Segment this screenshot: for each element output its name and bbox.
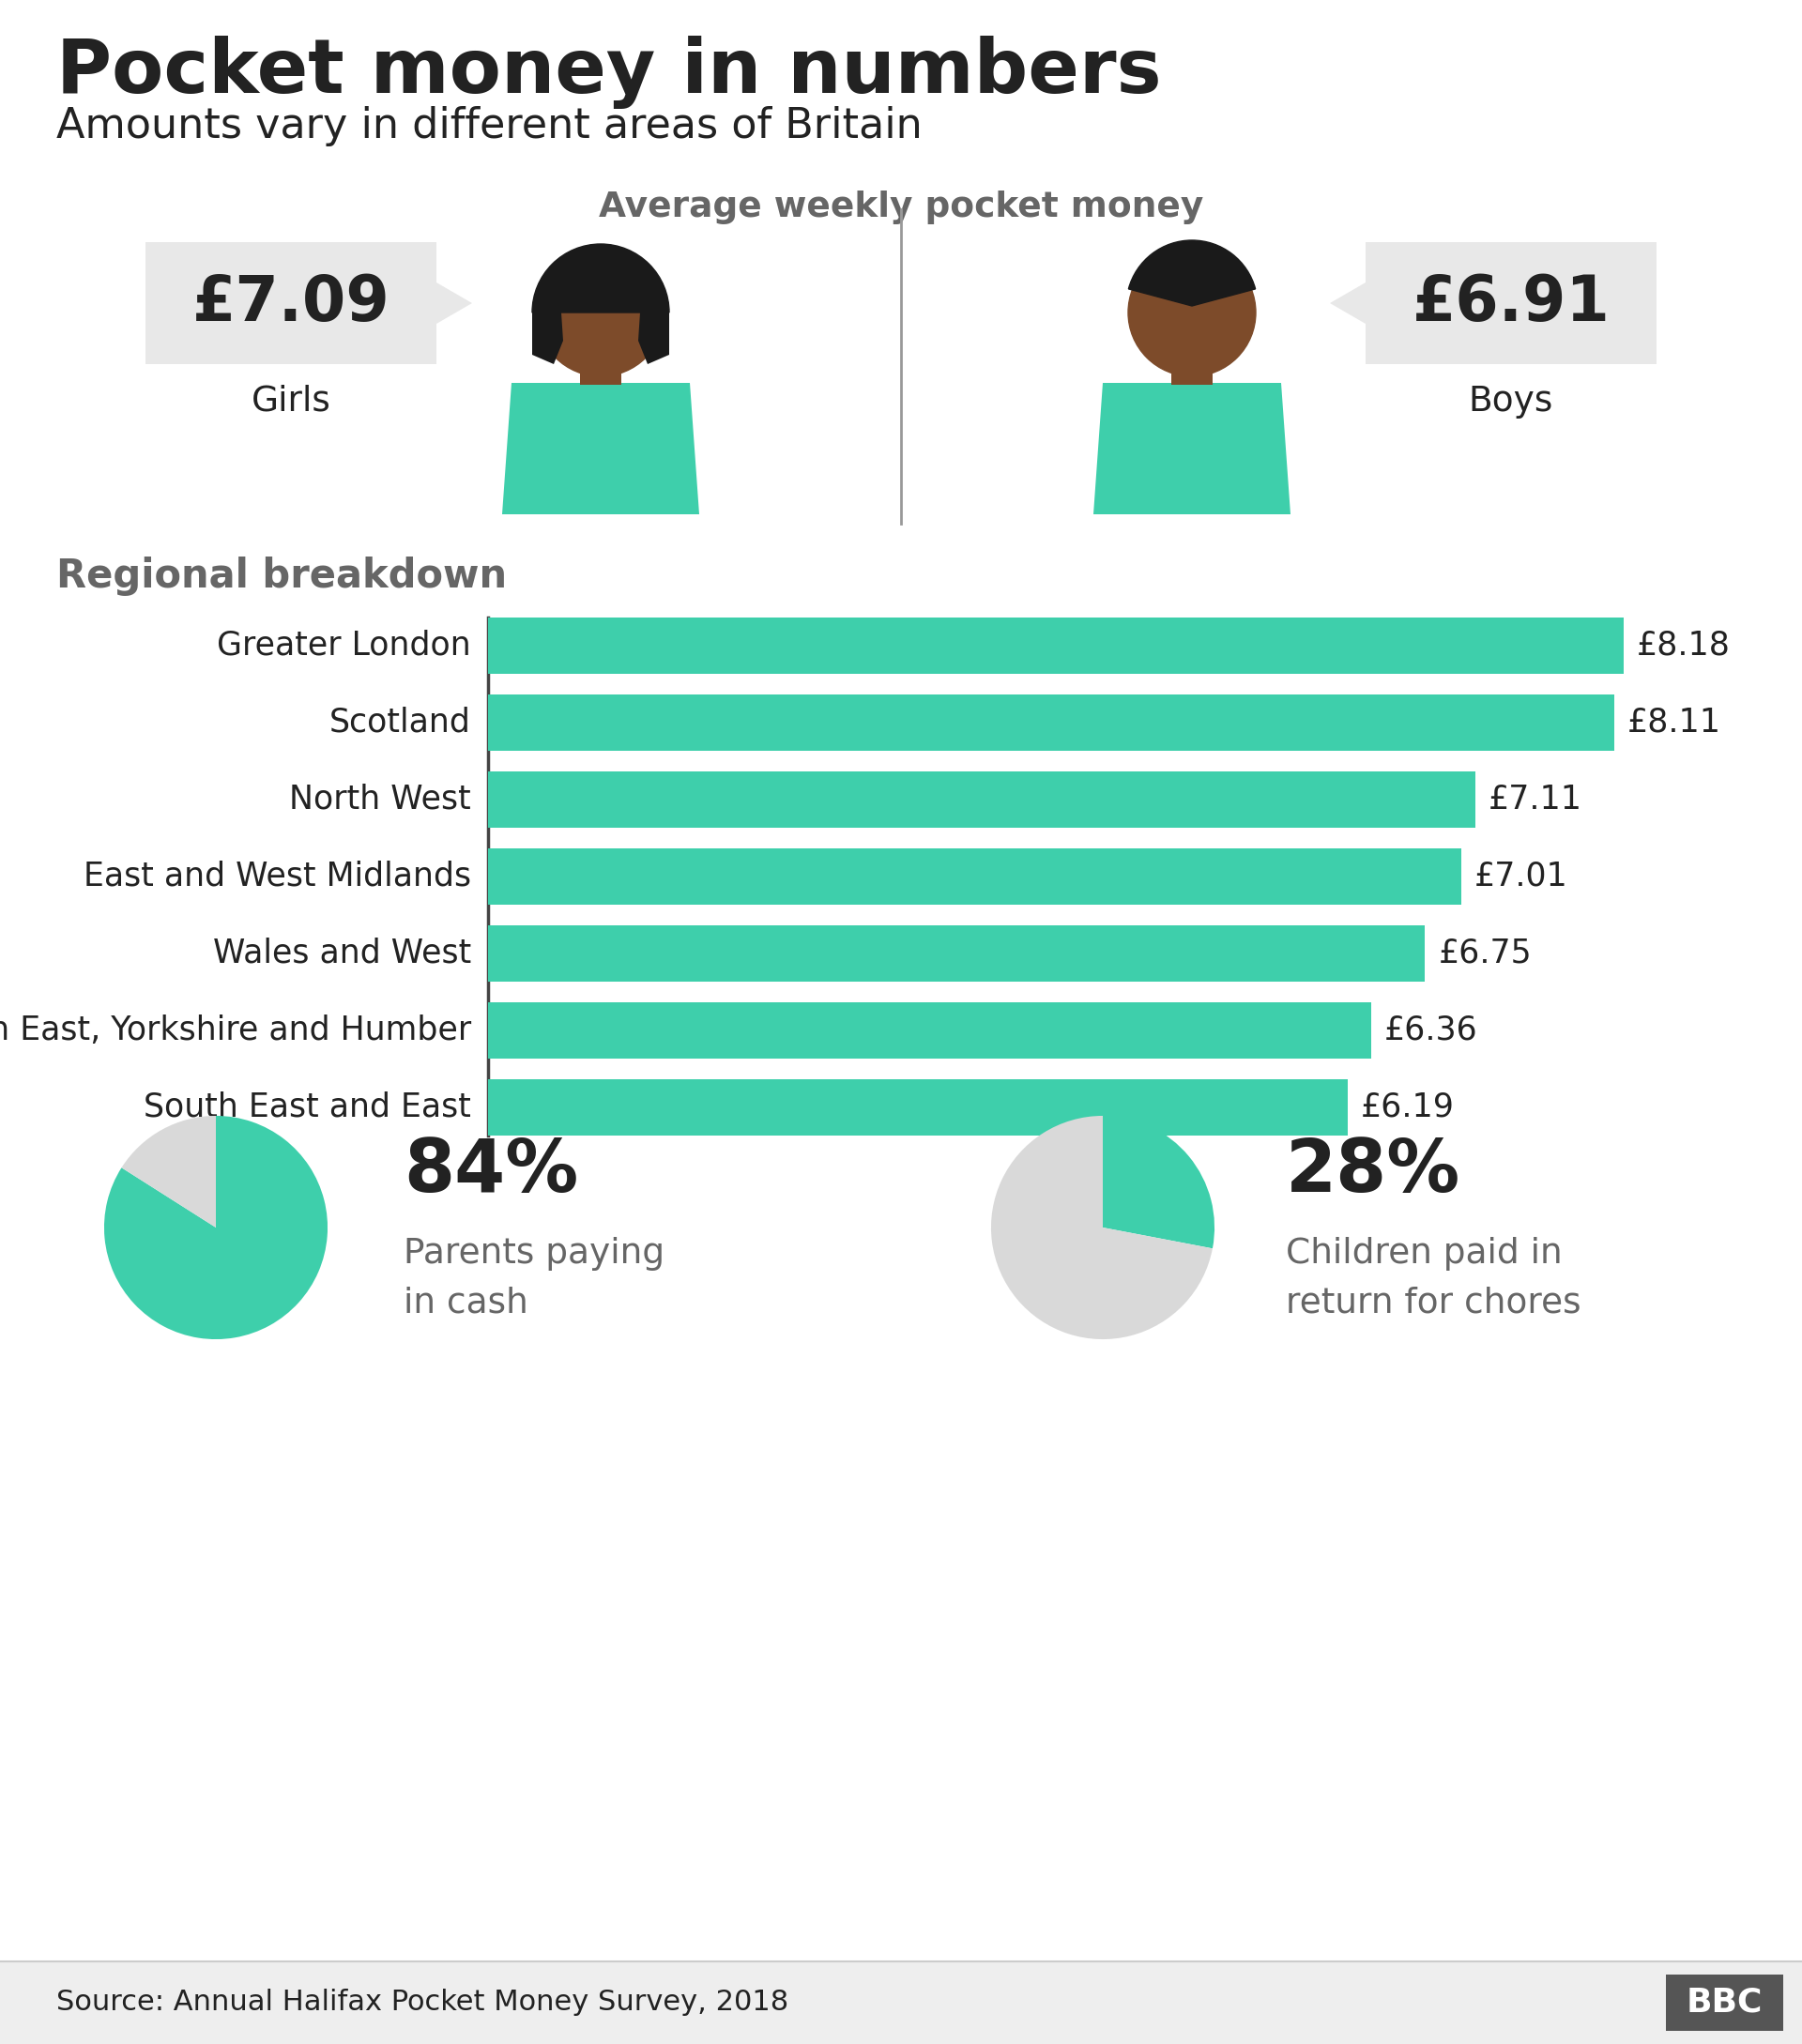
Wedge shape xyxy=(121,1116,216,1228)
Polygon shape xyxy=(1330,282,1366,323)
Wedge shape xyxy=(532,243,669,313)
Text: £6.19: £6.19 xyxy=(1361,1091,1454,1124)
Text: 28%: 28% xyxy=(1287,1136,1461,1206)
Text: North West: North West xyxy=(290,783,470,816)
Text: £6.75: £6.75 xyxy=(1438,938,1532,969)
Polygon shape xyxy=(503,382,699,515)
FancyBboxPatch shape xyxy=(1665,1975,1784,2032)
Text: Regional breakdown: Regional breakdown xyxy=(56,556,506,597)
Text: 84%: 84% xyxy=(404,1136,578,1206)
FancyBboxPatch shape xyxy=(488,695,1615,750)
FancyBboxPatch shape xyxy=(488,848,1461,905)
Text: Children paid in
return for chores: Children paid in return for chores xyxy=(1287,1237,1580,1320)
Wedge shape xyxy=(1128,241,1256,307)
Text: Source: Annual Halifax Pocket Money Survey, 2018: Source: Annual Halifax Pocket Money Surv… xyxy=(56,1989,789,2015)
Text: Scotland: Scotland xyxy=(330,707,470,738)
FancyBboxPatch shape xyxy=(1366,241,1656,364)
FancyBboxPatch shape xyxy=(488,1002,1371,1059)
FancyBboxPatch shape xyxy=(0,1962,1802,2044)
Text: Greater London: Greater London xyxy=(216,630,470,662)
Text: £8.18: £8.18 xyxy=(1636,630,1730,662)
Wedge shape xyxy=(991,1116,1213,1339)
Polygon shape xyxy=(436,282,472,323)
FancyBboxPatch shape xyxy=(488,617,1624,675)
Circle shape xyxy=(1128,249,1256,376)
Text: £7.01: £7.01 xyxy=(1474,861,1568,893)
Text: £6.36: £6.36 xyxy=(1384,1014,1478,1047)
Polygon shape xyxy=(638,313,669,364)
Text: Pocket money in numbers: Pocket money in numbers xyxy=(56,35,1162,108)
Text: BBC: BBC xyxy=(1687,1987,1762,2019)
Polygon shape xyxy=(532,313,562,364)
Text: Average weekly pocket money: Average weekly pocket money xyxy=(598,190,1204,225)
Polygon shape xyxy=(580,364,622,384)
Text: £7.09: £7.09 xyxy=(193,272,389,333)
Text: £7.11: £7.11 xyxy=(1488,783,1582,816)
Text: Wales and West: Wales and West xyxy=(213,938,470,969)
Text: South East and East: South East and East xyxy=(144,1091,470,1124)
Text: £6.91: £6.91 xyxy=(1413,272,1609,333)
FancyBboxPatch shape xyxy=(146,241,436,364)
Text: Boys: Boys xyxy=(1469,384,1553,419)
FancyBboxPatch shape xyxy=(488,771,1476,828)
Text: East and West Midlands: East and West Midlands xyxy=(83,861,470,893)
Text: £8.11: £8.11 xyxy=(1627,707,1721,738)
Wedge shape xyxy=(105,1116,328,1339)
Polygon shape xyxy=(1171,364,1213,384)
Text: Parents paying
in cash: Parents paying in cash xyxy=(404,1237,665,1320)
FancyBboxPatch shape xyxy=(488,926,1425,981)
Wedge shape xyxy=(1103,1116,1215,1249)
Text: North East, Yorkshire and Humber: North East, Yorkshire and Humber xyxy=(0,1014,470,1047)
FancyBboxPatch shape xyxy=(488,1079,1348,1136)
Text: Girls: Girls xyxy=(250,384,332,419)
Text: Amounts vary in different areas of Britain: Amounts vary in different areas of Brita… xyxy=(56,106,923,147)
Polygon shape xyxy=(1094,382,1290,515)
Circle shape xyxy=(537,249,665,376)
